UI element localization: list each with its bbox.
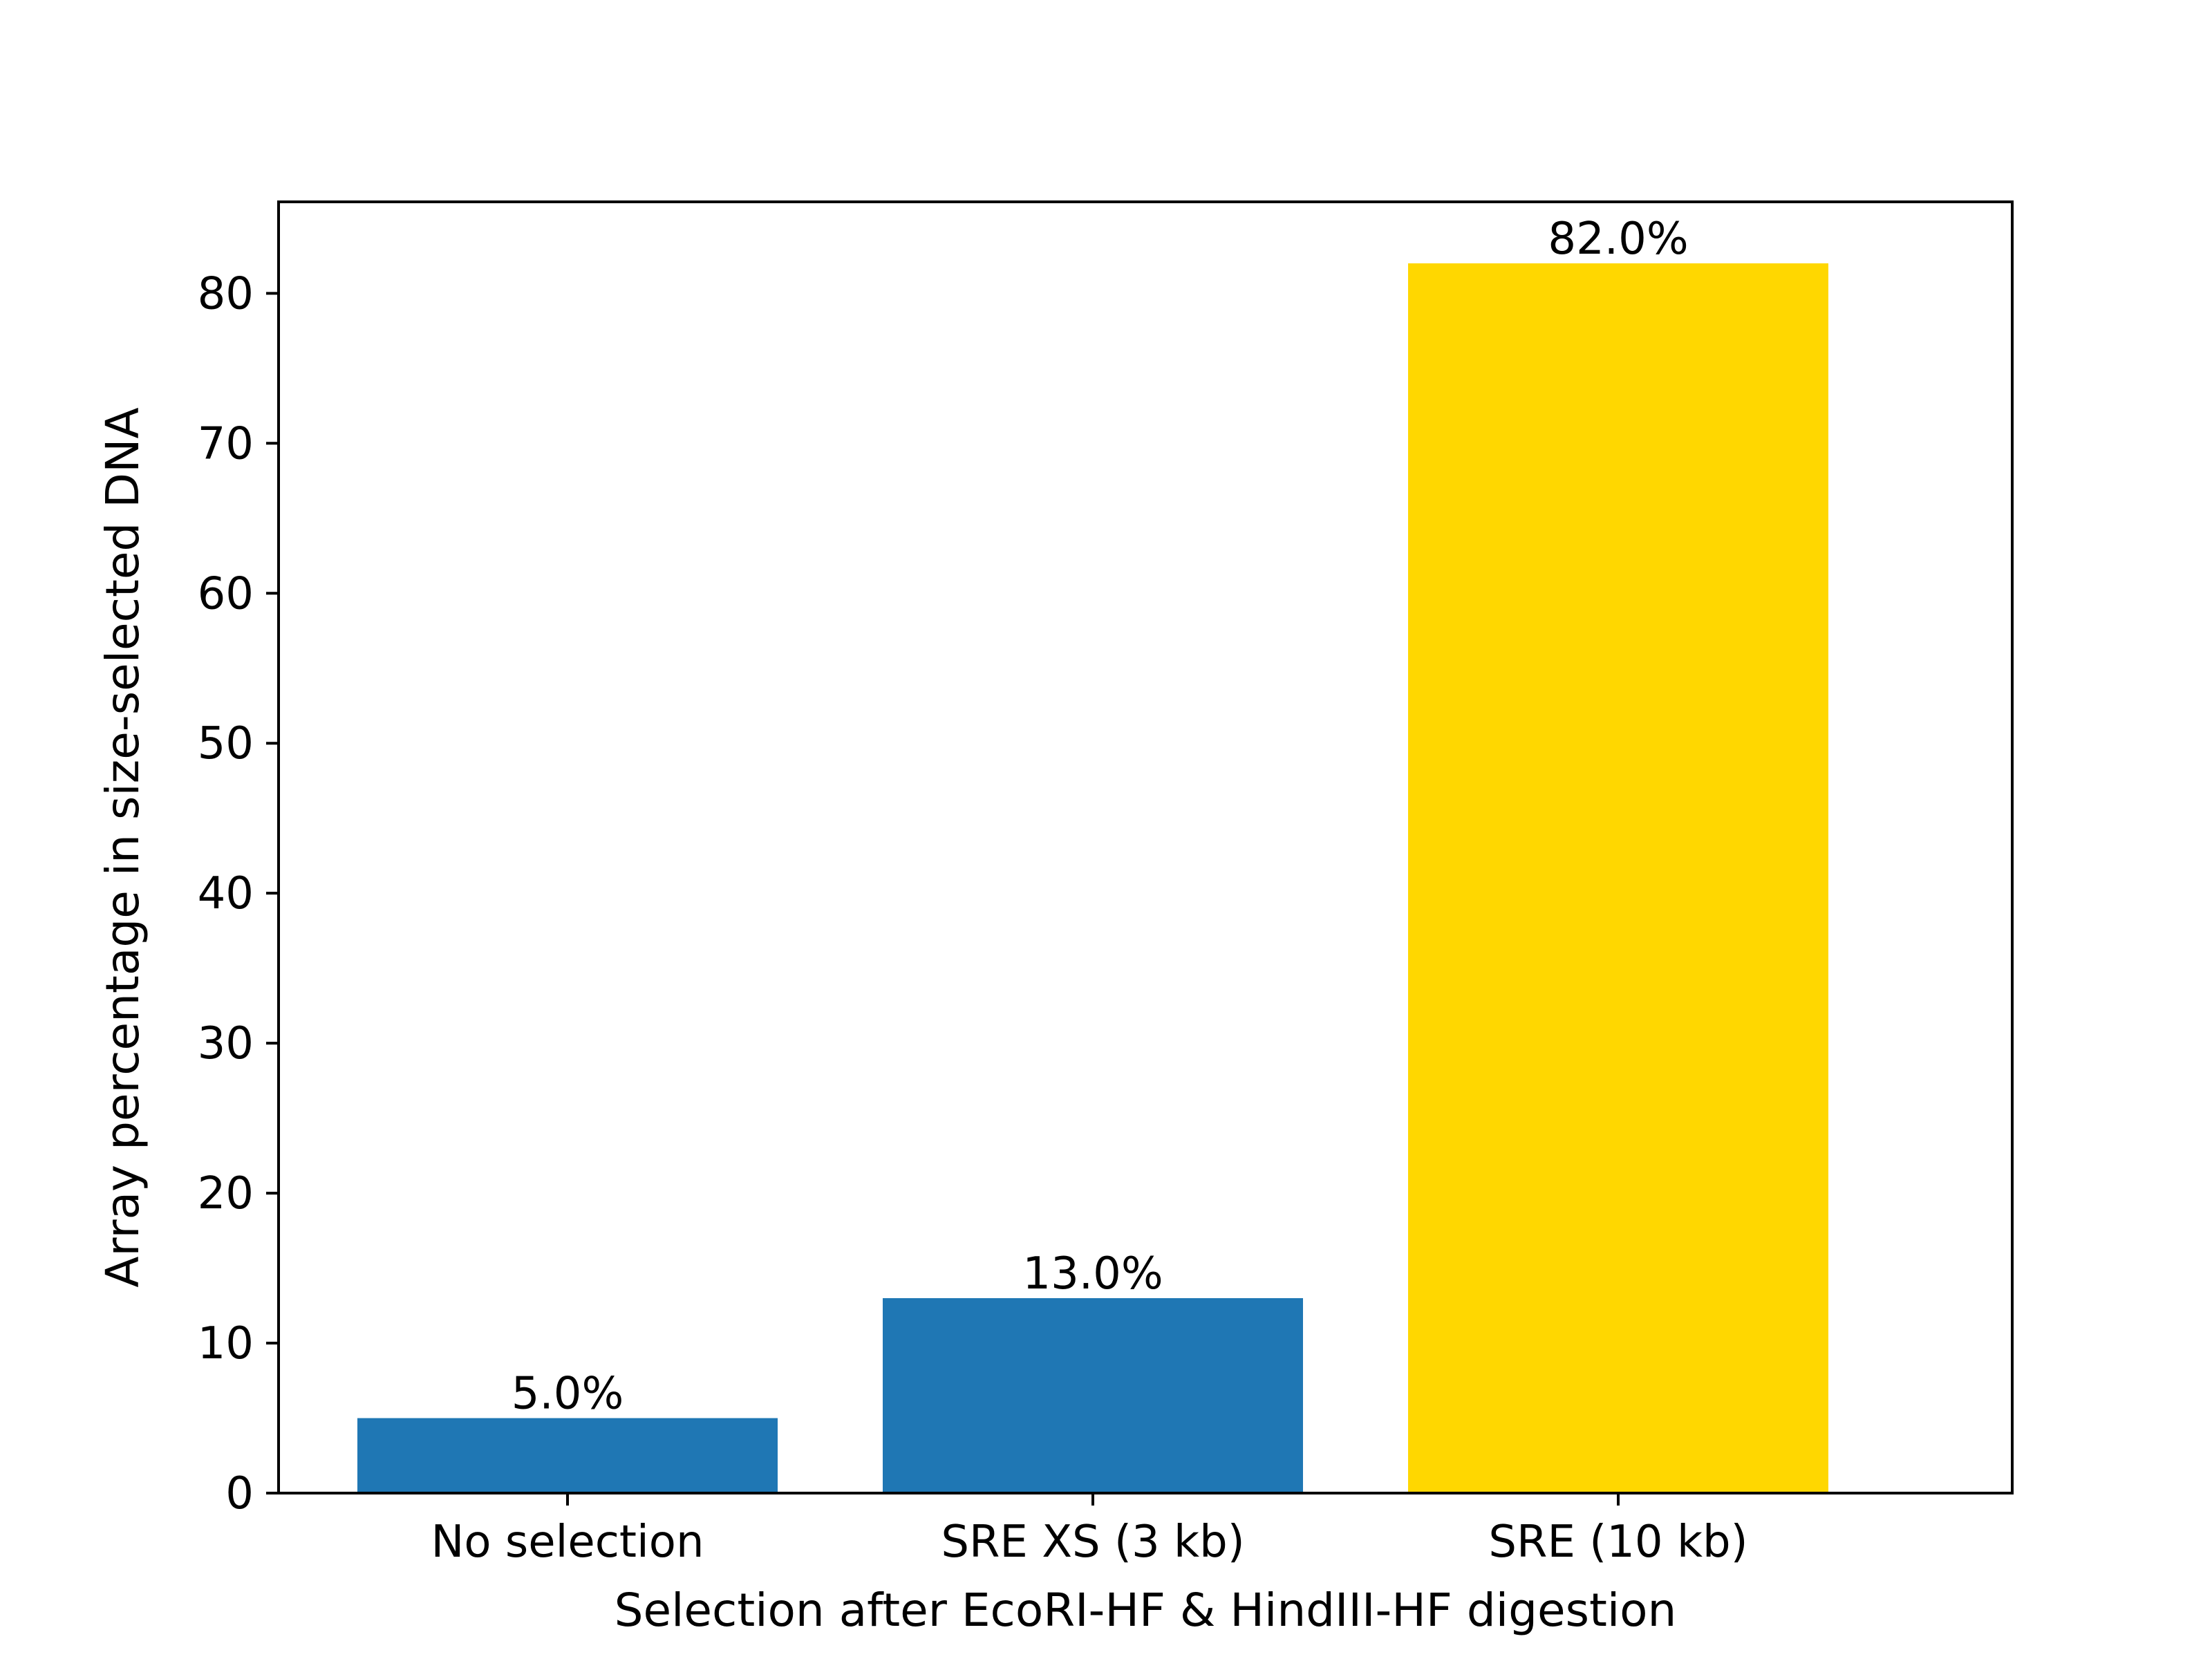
x-tick-label-2: SRE (10 kb) (1488, 1517, 1747, 1568)
x-tick-label-1: SRE XS (3 kb) (941, 1517, 1244, 1568)
x-axis: No selection SRE XS (3 kb) SRE (10 kb) (431, 1493, 1748, 1568)
y-tick-label-8: 80 (198, 268, 254, 319)
bars-group (357, 263, 1828, 1493)
data-label-0: 5.0% (512, 1369, 624, 1420)
y-tick-label-6: 60 (198, 568, 254, 619)
data-labels-group: 5.0% 13.0% 82.0% (512, 214, 1689, 1420)
data-label-1: 13.0% (1022, 1248, 1163, 1300)
y-tick-label-5: 50 (198, 718, 254, 769)
x-tick-label-0: No selection (431, 1517, 704, 1568)
y-axis-label: Array percentage in size-selected DNA (96, 407, 149, 1287)
y-tick-label-3: 30 (198, 1018, 254, 1069)
bar-0 (357, 1418, 778, 1493)
plot-area-frame (277, 200, 2014, 1494)
y-tick-label-0: 0 (225, 1468, 254, 1519)
y-tick-label-7: 70 (198, 418, 254, 469)
bar-2 (1408, 263, 1828, 1493)
y-tick-label-4: 40 (198, 868, 254, 919)
data-label-2: 82.0% (1548, 214, 1688, 265)
y-tick-label-2: 20 (198, 1168, 254, 1219)
y-axis: 0 10 20 30 40 50 60 70 80 (198, 268, 279, 1519)
bar-1 (883, 1297, 1303, 1493)
x-axis-label: Selection after EcoRI-HF & HindIII-HF di… (615, 1584, 1677, 1637)
y-tick-label-1: 10 (198, 1318, 254, 1369)
